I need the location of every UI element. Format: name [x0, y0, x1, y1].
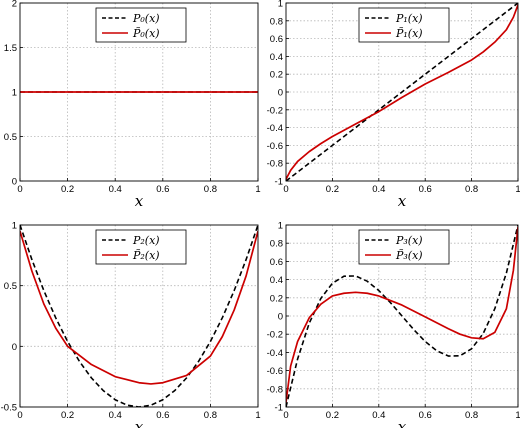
- y-tick-label: 0.5: [4, 132, 17, 143]
- legend-label: P̃₁(x): [395, 27, 423, 40]
- legend: P₂(x) P̃₂(x): [95, 229, 187, 265]
- legend-box: [95, 229, 187, 265]
- x-axis-label: x: [135, 192, 144, 210]
- legend-label: P̃₃(x): [395, 249, 423, 262]
- chart-panel-2: 0 0.2 0.4 0.6 0.8 1 -1 -0.8 -0.6 -0.4 -0.2 0 0.2 0.4 0…: [267, 0, 520, 210]
- x-tick-label: 0: [17, 410, 22, 421]
- legend-label: P₃(x): [395, 234, 423, 247]
- y-tick-label: -0.2: [267, 105, 283, 116]
- y-tick-label: 0.6: [270, 257, 283, 268]
- y-tick-label: 0: [12, 342, 17, 353]
- y-tick-label: 0: [278, 312, 283, 323]
- chart-panel-1: 0 0.2 0.4 0.6 0.8 1 0 0.5 1 1.5 2 x P₀(x) P̃₀(x): [4, 0, 261, 210]
- y-tick-label: -0.6: [267, 366, 283, 377]
- y-tick-label: 1: [278, 221, 283, 232]
- x-tick-label: 0.4: [372, 410, 385, 421]
- x-tick-label: 0.8: [204, 184, 217, 195]
- y-tick-label: -0.5: [1, 403, 17, 414]
- exact-series-line: [20, 225, 258, 407]
- legend-box: [95, 7, 187, 43]
- y-tick-label: 0.8: [270, 239, 283, 250]
- x-tick-label: 0: [283, 410, 288, 421]
- y-tick-label: 0.5: [4, 281, 17, 292]
- y-tick-label: -0.8: [267, 384, 283, 395]
- x-tick-label: 0.8: [204, 410, 217, 421]
- y-tick-label: 0.6: [270, 34, 283, 45]
- x-tick-label: 1: [255, 184, 260, 195]
- approx-series-line: [286, 4, 518, 180]
- y-tick-label: -0.2: [267, 330, 283, 341]
- legend-label: P̃₀(x): [132, 27, 160, 40]
- axes-box: [19, 2, 259, 182]
- y-tick-label: 1: [278, 0, 283, 10]
- legend: P₁(x) P̃₁(x): [358, 7, 450, 43]
- y-tick-label: 0.4: [270, 52, 283, 63]
- y-tick-label: 1: [12, 88, 17, 99]
- y-tick-label: 1.5: [4, 43, 17, 54]
- x-tick-label: 0.2: [326, 184, 339, 195]
- legend-box: [358, 229, 450, 265]
- x-axis-label: x: [398, 418, 407, 428]
- y-tick-label: -0.8: [267, 159, 283, 170]
- y-tick-label: -1: [275, 177, 283, 188]
- y-tick-label: 0.2: [270, 70, 283, 81]
- legend-label: P₂(x): [132, 234, 160, 247]
- y-tick-label: -0.6: [267, 141, 283, 152]
- exact-series-line: [286, 3, 518, 181]
- y-tick-label: 0.4: [270, 275, 283, 286]
- approx-series-line: [286, 226, 518, 403]
- x-axis-label: x: [135, 418, 144, 428]
- x-tick-label: 0.4: [109, 410, 122, 421]
- legend-box: [358, 7, 450, 43]
- x-tick-label: 0.8: [465, 184, 478, 195]
- x-tick-label: 0.8: [465, 410, 478, 421]
- x-tick-label: 0.2: [61, 184, 74, 195]
- x-tick-label: 0.6: [156, 410, 169, 421]
- axes-box: [19, 224, 259, 408]
- y-tick-label: 1: [12, 221, 17, 232]
- x-axis-label: x: [398, 192, 407, 210]
- chart-panel-4: 0 0.2 0.4 0.6 0.8 1 -1 -0.8 -0.6 -0.4 -0.2 0 0.2 0.4 0…: [267, 221, 520, 428]
- y-tick-label: 0: [278, 88, 283, 99]
- legend-label: P₀(x): [132, 12, 160, 25]
- x-tick-label: 0.6: [419, 184, 432, 195]
- x-tick-label: 0.2: [61, 410, 74, 421]
- legend-label: P₁(x): [395, 12, 423, 25]
- y-tick-label: 0.8: [270, 16, 283, 27]
- x-tick-label: 1: [255, 410, 260, 421]
- y-tick-label: -0.4: [267, 348, 283, 359]
- y-tick-label: 0.2: [270, 293, 283, 304]
- legend: P₃(x) P̃₃(x): [358, 229, 450, 265]
- x-tick-label: 0.2: [326, 410, 339, 421]
- x-tick-label: 0.4: [372, 184, 385, 195]
- axes-box: [285, 2, 519, 182]
- x-tick-label: 0: [283, 184, 288, 195]
- legend-label: P̃₂(x): [132, 249, 160, 262]
- y-tick-label: -0.4: [267, 123, 283, 134]
- y-tick-label: -1: [275, 403, 283, 414]
- x-tick-label: 1: [515, 410, 520, 421]
- x-tick-label: 0.6: [419, 410, 432, 421]
- x-tick-label: 0: [17, 184, 22, 195]
- x-tick-label: 1: [515, 184, 520, 195]
- x-tick-label: 0.6: [156, 184, 169, 195]
- axes-box: [285, 224, 519, 408]
- x-tick-label: 0.4: [109, 184, 122, 195]
- y-tick-label: 2: [12, 0, 17, 10]
- y-tick-label: 0: [12, 177, 17, 188]
- legend: P₀(x) P̃₀(x): [95, 7, 187, 43]
- approx-series-line: [20, 230, 258, 385]
